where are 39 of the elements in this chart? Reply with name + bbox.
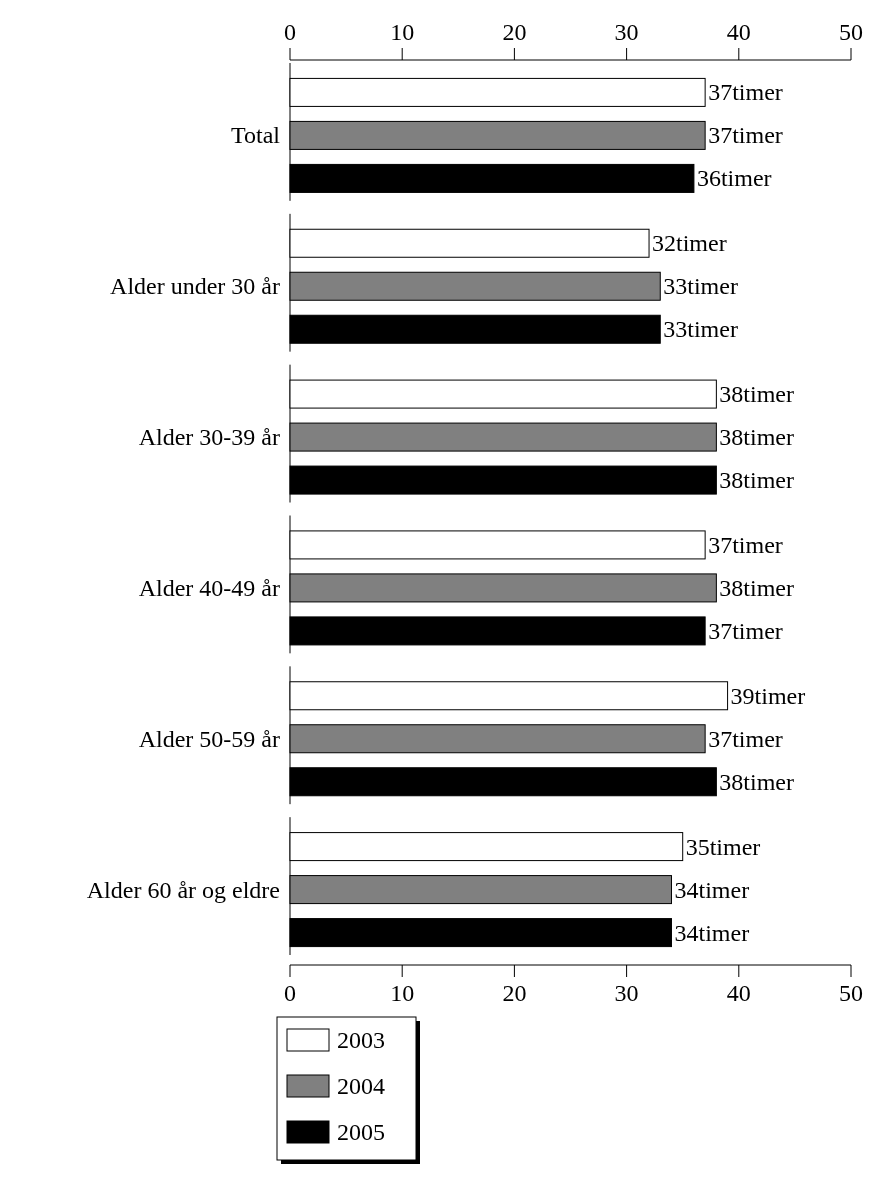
legend-label: 2004 (337, 1073, 385, 1099)
data-label: 35timer (685, 833, 761, 860)
data-label: 34timer (674, 919, 750, 946)
data-label: 38timer (719, 381, 795, 408)
data-label: 37timer (708, 725, 783, 752)
y-tick-label: Alder 40-49 år (138, 574, 281, 601)
data-label: 33timer (663, 316, 738, 343)
x-tick-label: 40 (726, 980, 751, 1006)
x2-tick-label: 40 (726, 19, 751, 45)
data-label: 38timer (719, 467, 795, 494)
legend-label: 2005 (337, 1119, 385, 1145)
data-label: 33timer (663, 273, 738, 300)
x-tick-label: 30 (614, 980, 639, 1006)
x2-tick-label: 30 (614, 19, 639, 45)
x-tick-label: 0 (284, 980, 296, 1006)
data-label: 37timer (708, 122, 783, 149)
x-tick-label: 20 (502, 980, 527, 1006)
x2-tick-label: 20 (502, 19, 527, 45)
y-tick-label: Alder under 30 år (110, 273, 280, 300)
x2-tick-label: 10 (390, 19, 415, 45)
data-label: 32timer (652, 230, 727, 257)
x-tick-label: 50 (839, 980, 863, 1006)
data-label: 37timer (708, 531, 783, 558)
legend-label: 2003 (337, 1027, 385, 1053)
data-label: 37timer (708, 79, 783, 106)
x-tick-label: 10 (390, 980, 415, 1006)
data-label: 38timer (719, 574, 795, 601)
y-tick-label: Alder 60 år og eldre (86, 876, 280, 903)
data-label: 34timer (674, 876, 750, 903)
y-tick-label: Total (231, 122, 281, 149)
data-label: 38timer (719, 424, 795, 451)
data-label: 38timer (719, 768, 795, 795)
y-tick-label: Alder 30-39 år (138, 424, 281, 451)
data-label: 39timer (730, 682, 806, 709)
data-label: 37timer (708, 617, 783, 644)
x2-tick-label: 50 (839, 19, 863, 45)
data-label: 36timer (696, 165, 772, 192)
y-tick-label: Alder 50-59 år (138, 725, 281, 752)
x2-tick-label: 0 (284, 19, 296, 45)
